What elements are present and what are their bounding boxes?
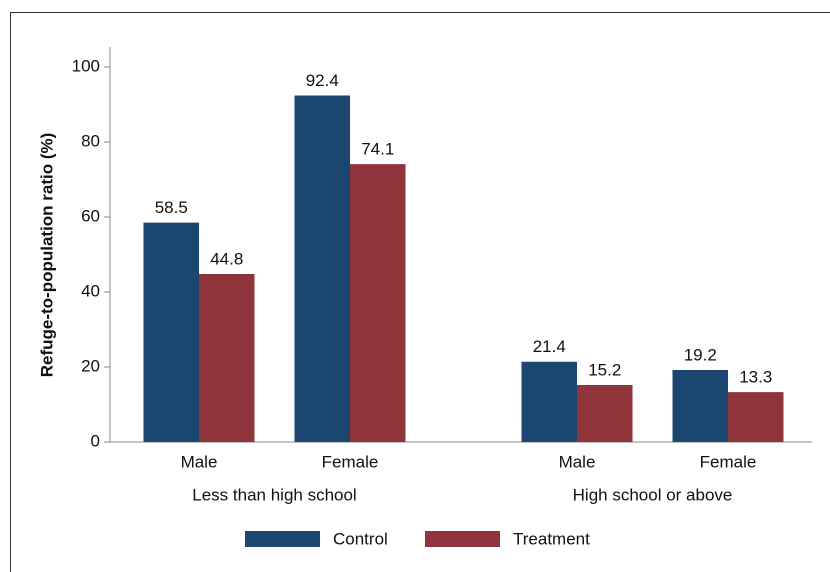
bar [294,95,350,442]
y-axis-title: Refuge-to-population ratio (%) [37,133,56,378]
group-label: Less than high school [192,485,356,504]
bar [143,222,199,442]
value-label: 19.2 [684,345,717,364]
y-tick-label: 0 [91,431,100,450]
y-tick-label: 40 [81,281,100,300]
value-label: 58.5 [155,198,188,217]
y-tick-label: 80 [81,131,100,150]
value-label: 74.1 [361,140,394,159]
x-tick-label: Female [700,452,757,471]
value-label: 44.8 [210,249,243,268]
bar [350,164,406,442]
bar [577,385,633,442]
legend-label: Control [333,529,388,548]
value-label: 92.4 [306,71,339,90]
y-tick-label: 100 [72,56,100,75]
legend-label: Treatment [513,529,590,548]
bar [728,392,784,442]
y-tick-label: 60 [81,206,100,225]
value-label: 13.3 [739,368,772,387]
legend-swatch [425,531,500,547]
bar [672,370,728,442]
frame [10,12,830,572]
y-tick-label: 20 [81,356,100,375]
bar [521,361,577,442]
x-tick-label: Male [181,452,218,471]
legend-swatch [245,531,320,547]
x-tick-label: Male [559,452,596,471]
bar [199,274,255,442]
group-label: High school or above [573,485,733,504]
value-label: 15.2 [588,360,621,379]
value-label: 21.4 [533,337,566,356]
x-tick-label: Female [322,452,379,471]
